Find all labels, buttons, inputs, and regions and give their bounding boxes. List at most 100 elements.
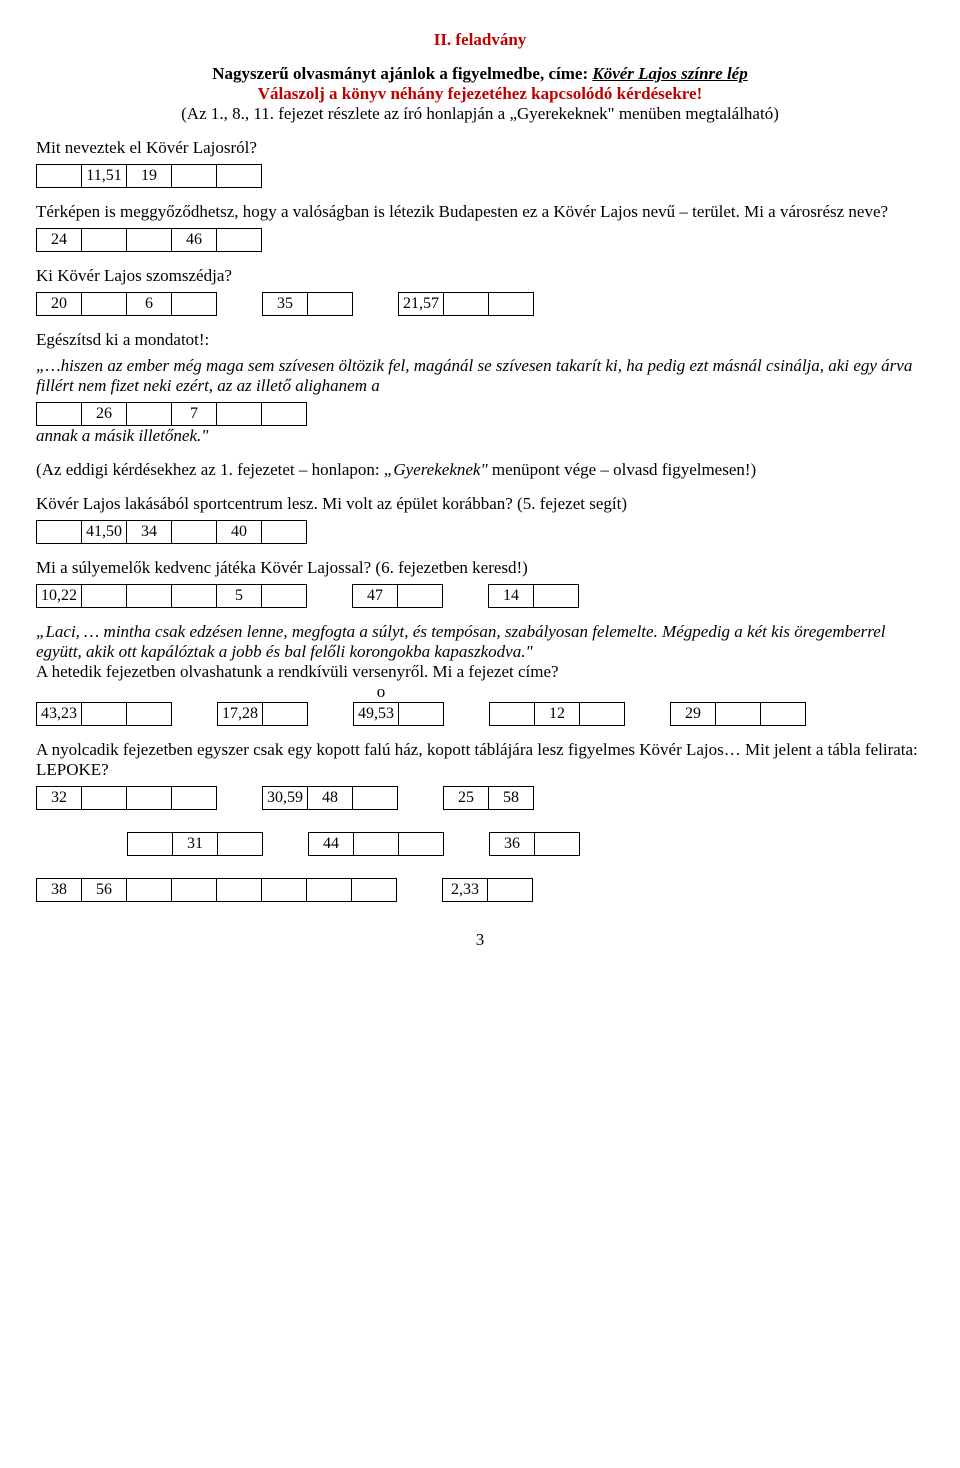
q7-text: A hetedik fejezetben olvashatunk a rendk…: [36, 662, 924, 682]
answer-cell[interactable]: [443, 292, 489, 316]
gap: [307, 584, 353, 608]
answer-cell[interactable]: [36, 520, 82, 544]
answer-cell[interactable]: 6: [126, 292, 172, 316]
answer-cell[interactable]: [715, 702, 761, 726]
answer-cell[interactable]: [307, 292, 353, 316]
answer-cell[interactable]: [171, 878, 217, 902]
answer-cell[interactable]: 30,59: [262, 786, 308, 810]
q1-row: 11,51 19: [36, 164, 924, 188]
q1-text: Mit neveztek el Kövér Lajosról?: [36, 138, 924, 158]
answer-cell[interactable]: 2,33: [442, 878, 488, 902]
answer-cell[interactable]: 29: [670, 702, 716, 726]
gap: [398, 786, 444, 810]
answer-cell[interactable]: 24: [36, 228, 82, 252]
answer-cell[interactable]: 32: [36, 786, 82, 810]
answer-cell[interactable]: [351, 878, 397, 902]
answer-cell[interactable]: [397, 584, 443, 608]
answer-cell[interactable]: [261, 878, 307, 902]
answer-cell[interactable]: [261, 402, 307, 426]
answer-cell[interactable]: [126, 878, 172, 902]
answer-cell[interactable]: [171, 292, 217, 316]
answer-cell[interactable]: 36: [489, 832, 535, 856]
q7-o-label-row: o: [36, 682, 924, 702]
answer-cell[interactable]: [81, 292, 127, 316]
answer-cell[interactable]: [171, 584, 217, 608]
gap: [444, 702, 490, 726]
q4-tail: annak a másik illetőnek.": [36, 426, 924, 446]
answer-cell[interactable]: [533, 584, 579, 608]
q8-text: A nyolcadik fejezetben egyszer csak egy …: [36, 740, 924, 780]
q5-text: Kövér Lajos lakásából sportcentrum lesz.…: [36, 494, 924, 514]
q7-quote: „Laci, … mintha csak edzésen lenne, megf…: [36, 622, 924, 662]
answer-cell[interactable]: 38: [36, 878, 82, 902]
answer-cell[interactable]: [171, 786, 217, 810]
gap: [172, 702, 218, 726]
answer-cell[interactable]: [216, 402, 262, 426]
answer-cell[interactable]: 31: [172, 832, 218, 856]
answer-cell[interactable]: 12: [534, 702, 580, 726]
answer-cell[interactable]: 25: [443, 786, 489, 810]
answer-cell[interactable]: [760, 702, 806, 726]
answer-cell[interactable]: 47: [352, 584, 398, 608]
answer-cell[interactable]: 44: [308, 832, 354, 856]
intro-block: Nagyszerű olvasmányt ajánlok a figyelmed…: [36, 64, 924, 124]
answer-cell[interactable]: 26: [81, 402, 127, 426]
answer-cell[interactable]: [216, 164, 262, 188]
answer-cell[interactable]: [81, 702, 127, 726]
answer-cell[interactable]: [127, 832, 173, 856]
answer-cell[interactable]: 7: [171, 402, 217, 426]
answer-cell[interactable]: [81, 786, 127, 810]
answer-cell[interactable]: [489, 702, 535, 726]
answer-cell[interactable]: [126, 228, 172, 252]
answer-cell[interactable]: [262, 702, 308, 726]
answer-cell[interactable]: [579, 702, 625, 726]
answer-cell[interactable]: [488, 292, 534, 316]
answer-cell[interactable]: [352, 786, 398, 810]
answer-cell[interactable]: 17,28: [217, 702, 263, 726]
answer-cell[interactable]: [261, 584, 307, 608]
answer-cell[interactable]: 46: [171, 228, 217, 252]
answer-cell[interactable]: 19: [126, 164, 172, 188]
answer-cell[interactable]: 10,22: [36, 584, 82, 608]
answer-cell[interactable]: [81, 228, 127, 252]
intro-line-1: Nagyszerű olvasmányt ajánlok a figyelmed…: [36, 64, 924, 84]
q7-o-label: o: [358, 682, 404, 702]
answer-cell[interactable]: [81, 584, 127, 608]
q5-row: 41,50 34 40: [36, 520, 924, 544]
answer-cell[interactable]: [306, 878, 352, 902]
q8-row-2: 31 44 36: [36, 832, 924, 856]
answer-cell[interactable]: [216, 228, 262, 252]
answer-cell[interactable]: 41,50: [81, 520, 127, 544]
answer-cell[interactable]: [534, 832, 580, 856]
answer-cell[interactable]: 21,57: [398, 292, 444, 316]
answer-cell[interactable]: 40: [216, 520, 262, 544]
answer-cell[interactable]: [398, 832, 444, 856]
answer-cell[interactable]: [398, 702, 444, 726]
answer-cell[interactable]: [126, 402, 172, 426]
answer-cell[interactable]: 35: [262, 292, 308, 316]
answer-cell[interactable]: [217, 832, 263, 856]
answer-cell[interactable]: [353, 832, 399, 856]
answer-cell[interactable]: 49,53: [353, 702, 399, 726]
answer-cell[interactable]: [216, 878, 262, 902]
answer-cell[interactable]: [171, 520, 217, 544]
answer-cell[interactable]: [171, 164, 217, 188]
q3-row: 20 6 35 21,57: [36, 292, 924, 316]
answer-cell[interactable]: 14: [488, 584, 534, 608]
answer-cell[interactable]: 34: [126, 520, 172, 544]
answer-cell[interactable]: 48: [307, 786, 353, 810]
gap: [217, 292, 263, 316]
answer-cell[interactable]: 20: [36, 292, 82, 316]
answer-cell[interactable]: 58: [488, 786, 534, 810]
answer-cell[interactable]: 5: [216, 584, 262, 608]
answer-cell[interactable]: 43,23: [36, 702, 82, 726]
answer-cell[interactable]: [487, 878, 533, 902]
answer-cell[interactable]: [36, 164, 82, 188]
answer-cell[interactable]: 11,51: [81, 164, 127, 188]
answer-cell[interactable]: [126, 584, 172, 608]
answer-cell[interactable]: [126, 786, 172, 810]
answer-cell[interactable]: [36, 402, 82, 426]
answer-cell[interactable]: [261, 520, 307, 544]
answer-cell[interactable]: 56: [81, 878, 127, 902]
answer-cell[interactable]: [126, 702, 172, 726]
